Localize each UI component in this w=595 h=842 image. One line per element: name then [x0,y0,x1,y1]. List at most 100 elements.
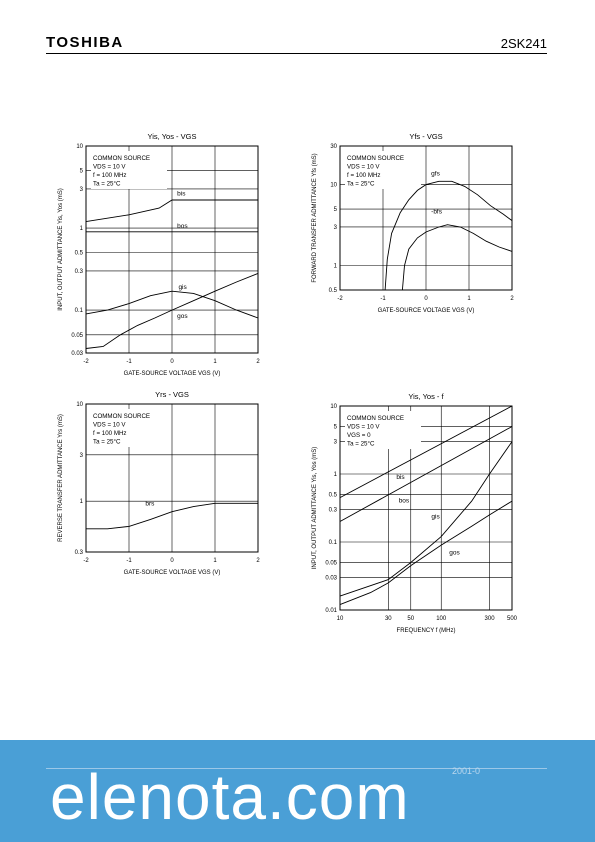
chart1-condition: VDS = 10 V [93,164,126,171]
chart3-condition: Ta = 25°C [93,439,121,446]
chart1-xtick-label: -2 [83,359,89,365]
chart4-ytick-label: 10 [330,404,337,410]
chart1-condition: f = 100 MHz [93,172,127,179]
chart3-conditions-bg [91,409,167,447]
chart1-ytick-label: 0.3 [75,269,84,275]
chart4-xtick-label: 500 [507,616,518,622]
chart4-xtick-label: 100 [436,616,447,622]
chart3-condition: f = 100 MHz [93,430,127,437]
chart4-condition: VDS = 10 V [347,424,380,431]
chart2-condition: Ta = 25°C [347,181,375,188]
chart1-ytick-label: 5 [80,169,84,175]
chart3-xtick-label: -1 [126,558,132,564]
chart2-title: Yfs - VGS [409,132,442,141]
chart3-condition: VDS = 10 V [93,422,126,429]
part-number: 2SK241 [500,36,547,51]
chart1-ytick-label: 10 [76,144,83,150]
chart1-xlabel: GATE-SOURCE VOLTAGE VGS (V) [124,371,221,377]
chart2-condition: VDS = 10 V [347,164,380,171]
chart1-xtick-label: 1 [213,359,217,365]
footer-date: 2001-0 [452,766,481,776]
chart1-series-gos [85,272,259,349]
chart4-title: Yis, Yos - f [408,392,444,401]
chart4-series-bos [339,426,513,522]
chart4-condition: VGS = 0 [347,432,371,439]
chart1-title: Yis, Yos - VGS [148,132,197,141]
chart1-condition: COMMON SOURCE [93,155,150,162]
chart3-series-brs [86,502,258,530]
chart4-xtick-label: 10 [337,616,344,622]
chart4-conditions-bg [345,411,421,449]
chart4-condition: Ta = 25°C [347,441,375,448]
brand-logo: TOSHIBA [46,34,124,51]
chart1-ytick-label: 3 [80,187,84,193]
header-rule [46,53,547,54]
chart3-title: Yrs - VGS [155,390,189,399]
chart4-ytick-label: 0.01 [325,608,337,614]
chart4-series-label: bis [396,474,405,481]
chart1-ytick-label: 0.05 [71,333,83,339]
chart1-series-bis [85,199,258,223]
chart4-ytick-label: 3 [334,440,338,446]
chart4-series-label: bos [399,498,410,505]
chart3-xtick-label: -2 [83,558,89,564]
chart2-xtick-label: -1 [380,296,386,302]
watermark-logo: elenota.com [50,761,410,833]
chart4-ytick-label: 5 [334,424,338,430]
chart3-xtick-label: 2 [256,558,260,564]
chart1-xtick-label: 2 [256,359,260,365]
chart2-series-bfs [401,224,513,291]
chart1-series-label: gos [177,313,188,320]
chart1-series-label: bis [177,190,186,197]
chart1-series-label: gis [178,284,187,291]
chart2-ytick-label: 30 [330,144,337,150]
chart4-xtick-label: 50 [407,616,414,622]
chart4-ylabel: INPUT, OUTPUT ADMITTANCE Yis, Yos (mS) [312,447,318,569]
chart1-ytick-label: 1 [80,226,84,232]
footer-band [0,740,595,842]
chart3-ytick-label: 3 [80,453,84,459]
chart2-xtick-label: -2 [337,296,343,302]
chart2-series-label: gfs [431,170,440,177]
chart2-condition: f = 100 MHz [347,172,381,179]
chart2-series-label: -bfs [431,209,443,216]
chart3-ylabel: REVERSE TRANSFER ADMITTANCE Yrs (mS) [58,414,64,542]
chart4-xlabel: FREQUENCY f (MHz) [397,628,456,634]
chart4-xtick-label: 300 [485,616,496,622]
chart1-ytick-label: 0.1 [75,308,84,314]
chart4-ytick-label: 0.03 [325,576,337,582]
chart2-ytick-label: 1 [334,264,338,270]
chart2-ytick-label: 10 [330,183,337,189]
chart1-conditions-bg [91,151,167,189]
chart2-xtick-label: 2 [510,296,514,302]
chart2-condition: COMMON SOURCE [347,155,404,162]
footer-rule [46,768,547,769]
charts-canvas: -2 -1 0 1 2 10 5 3 1 0.5 0.3 0.1 0.05 0.03 Yis, Yos - … [58,132,518,634]
chart2-ytick-label: 3 [334,225,338,231]
chart4-ytick-label: 1 [334,472,338,478]
chart1-xtick-label: 0 [170,359,174,365]
chart3-xtick-label: 1 [213,558,217,564]
chart4-series-gis [339,441,513,597]
chart3-xlabel: GATE-SOURCE VOLTAGE VGS (V) [124,570,221,576]
chart3-ytick-label: 1 [80,499,84,505]
chart3-condition: COMMON SOURCE [93,413,150,420]
chart4-series-gos [339,500,513,606]
chart4-ytick-label: 0.5 [329,492,338,498]
chart4-series-label: gos [449,550,460,557]
chart2-xtick-label: 1 [467,296,471,302]
chart1-xtick-label: -1 [126,359,132,365]
chart4-series-label: gis [431,514,440,521]
chart1-series-gis [85,290,259,319]
chart3-ytick-label: 10 [76,402,83,408]
chart4-ytick-label: 0.1 [329,540,338,546]
chart2-conditions-bg [345,151,421,189]
chart1-ytick-label: 0.5 [75,251,84,257]
chart4-ytick-label: 0.3 [329,508,338,514]
chart1-ylabel: INPUT, OUTPUT ADMITTANCE Yis, Yos (mS) [58,188,64,310]
chart4-xtick-label: 30 [385,616,392,622]
chart3-series-label: brs [145,501,155,508]
chart2-ytick-label: 5 [334,207,338,213]
chart1-condition: Ta = 25°C [93,181,121,188]
chart3-ytick-label: 0.3 [75,550,84,556]
